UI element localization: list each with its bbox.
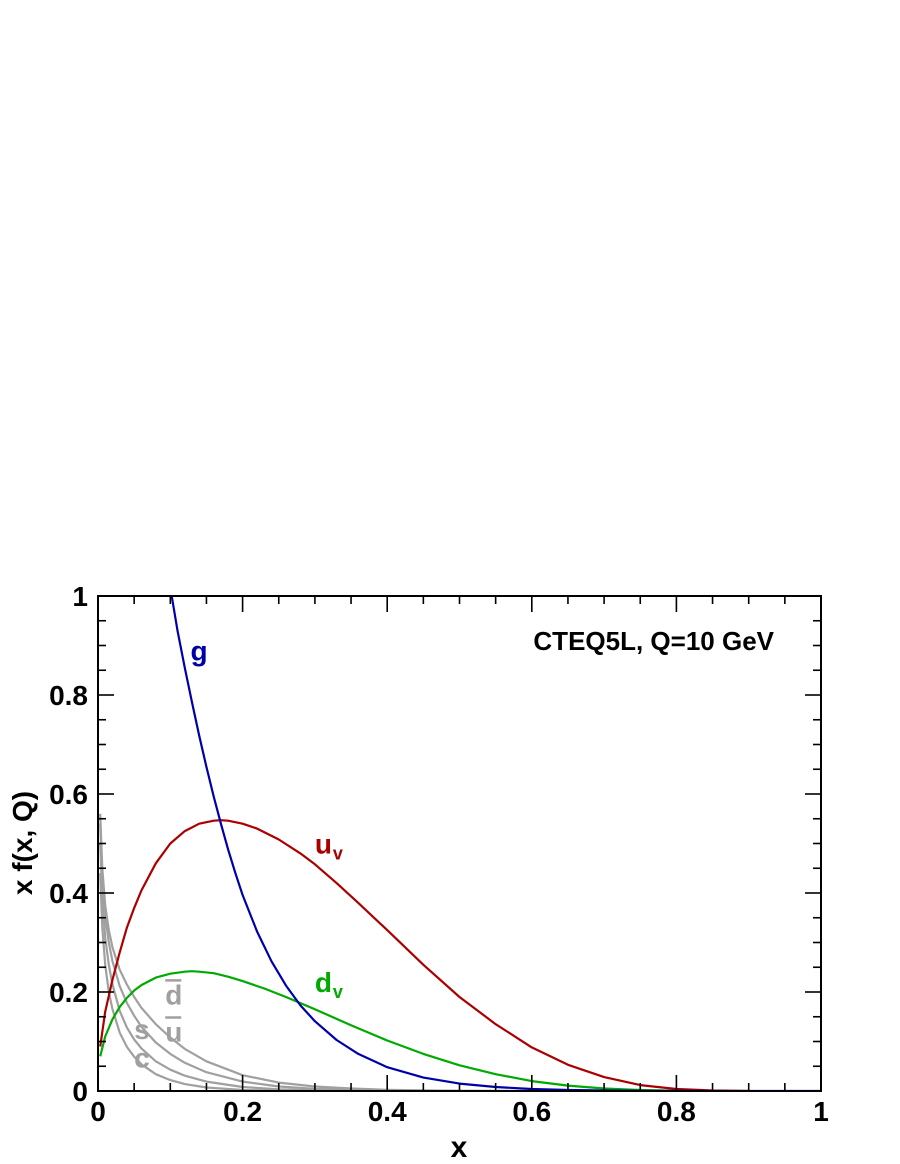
label-u-v: u	[315, 828, 332, 859]
y-tick-label: 0.2	[49, 977, 88, 1008]
y-tick-label: 0.6	[49, 779, 88, 810]
x-tick-label: 0.8	[657, 1096, 696, 1127]
label-c: c	[134, 1043, 150, 1074]
y-tick-label: 0.8	[49, 680, 88, 711]
x-tick-label: 0.6	[512, 1096, 551, 1127]
series-u-v-line	[99, 819, 749, 1091]
label-s: s	[134, 1014, 150, 1045]
label-u-v-subscript: v	[333, 843, 343, 863]
label-d-v: d	[315, 967, 332, 998]
y-tick-label: 0.4	[49, 878, 88, 909]
y-tick-label: 0	[72, 1076, 88, 1107]
ticks-group: 0 0.2 0.4 0.6 0.8 1 0 0.2 0.4 0.6 0.8 1	[49, 581, 829, 1127]
x-tick-label: 0	[90, 1096, 106, 1127]
label-g: g	[191, 635, 208, 666]
x-tick-label: 1	[813, 1096, 829, 1127]
label-u-bar: u	[165, 1017, 182, 1048]
y-axis-label: x f(x, Q)	[7, 791, 38, 895]
label-d-v-subscript: v	[333, 982, 343, 1002]
x-axis-label: x	[451, 1131, 468, 1164]
label-d-bar: d	[165, 979, 182, 1010]
plot-frame	[97, 595, 822, 1092]
series-d-bar-line	[99, 813, 532, 1091]
series-u-bar-line	[99, 823, 532, 1091]
x-tick-label: 0.4	[368, 1096, 407, 1127]
series-g-line	[170, 596, 821, 1091]
x-tick-label: 0.2	[223, 1096, 262, 1127]
series-s-line	[99, 843, 460, 1091]
series-d-v-line	[99, 970, 713, 1091]
curves-group	[99, 596, 821, 1091]
chart-title: CTEQ5L, Q=10 GeV	[533, 626, 774, 656]
y-tick-label: 1	[72, 581, 88, 612]
